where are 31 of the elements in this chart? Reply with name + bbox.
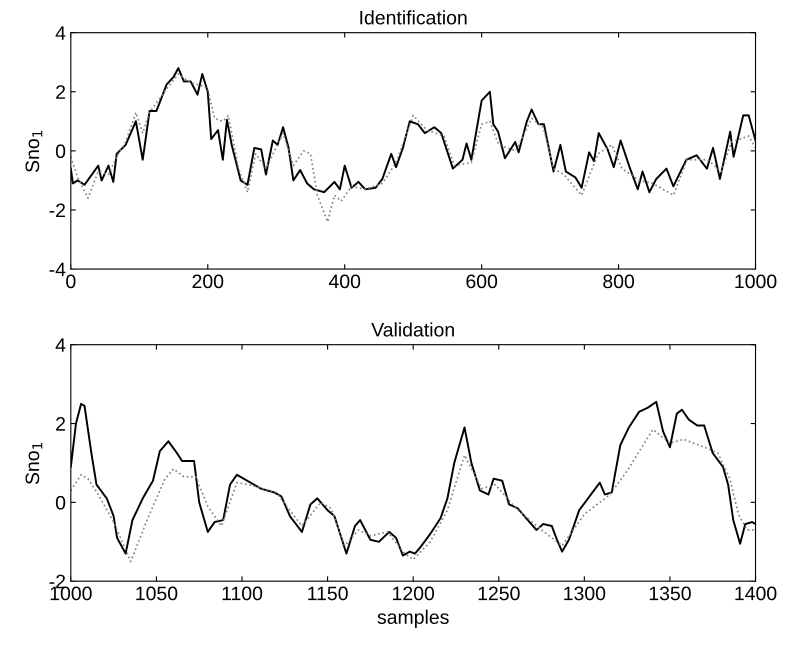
x-tick-label: 1250 bbox=[478, 586, 520, 600]
y-tick-label: 0 bbox=[56, 496, 66, 510]
x-tick-label: 1150 bbox=[308, 586, 348, 600]
line-series bbox=[70, 428, 756, 562]
y-tick-label: -4 bbox=[50, 262, 66, 276]
x-tick-label: 400 bbox=[328, 274, 360, 288]
x-tick-label: 1350 bbox=[650, 586, 691, 600]
x-tick-label: 1400 bbox=[735, 586, 776, 600]
x-tick-label: 1300 bbox=[564, 586, 606, 600]
y-axis-title: Sno$_{1}$ bbox=[25, 442, 42, 484]
chart-title: Identification bbox=[360, 10, 467, 25]
y-tick-label: 4 bbox=[56, 338, 66, 352]
chart-title: Validation bbox=[371, 322, 454, 337]
y-tick-label: -2 bbox=[50, 574, 65, 588]
y-tick-label: -2 bbox=[50, 203, 65, 218]
y-tick-label: 2 bbox=[56, 85, 65, 99]
x-tick-label: 1100 bbox=[222, 586, 262, 600]
x-tick-label: 200 bbox=[192, 274, 224, 288]
y-tick-label: 0 bbox=[56, 144, 66, 158]
x-axis-title: samples bbox=[378, 610, 449, 628]
y-axis-title: Sno$_{1}$ bbox=[25, 130, 42, 172]
line-series bbox=[70, 73, 756, 223]
x-tick-label: 600 bbox=[466, 274, 498, 288]
x-tick-label: 800 bbox=[603, 274, 634, 288]
x-tick-label: 1000 bbox=[735, 274, 776, 288]
x-tick-label: 0 bbox=[66, 274, 76, 288]
x-tick-label: 1000 bbox=[50, 586, 92, 600]
x-tick-label: 1200 bbox=[393, 586, 434, 600]
y-tick-label: 4 bbox=[56, 26, 66, 40]
x-tick-label: 1050 bbox=[136, 586, 178, 600]
y-tick-label: 2 bbox=[56, 417, 65, 431]
